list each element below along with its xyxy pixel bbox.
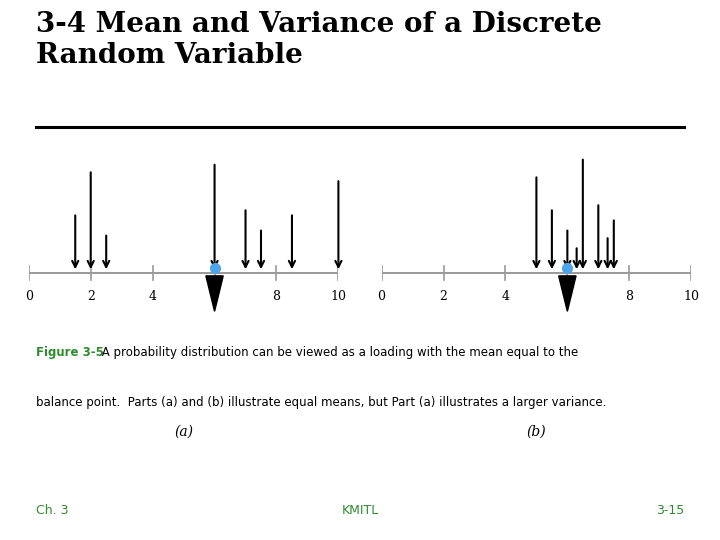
- Text: 8: 8: [625, 290, 634, 303]
- Polygon shape: [206, 276, 223, 312]
- Text: 10: 10: [683, 290, 699, 303]
- Text: 0: 0: [377, 290, 386, 303]
- Text: 4: 4: [148, 290, 157, 303]
- Text: 3-4 Mean and Variance of a Discrete
Random Variable: 3-4 Mean and Variance of a Discrete Rand…: [36, 11, 602, 69]
- Text: 2: 2: [87, 290, 94, 303]
- Text: 4: 4: [501, 290, 510, 303]
- Text: (b): (b): [526, 425, 546, 439]
- Polygon shape: [559, 276, 576, 312]
- Text: Ch. 3: Ch. 3: [36, 504, 68, 517]
- Text: 0: 0: [24, 290, 33, 303]
- Text: 6: 6: [210, 290, 219, 303]
- Text: (a): (a): [174, 425, 193, 439]
- Text: KMITL: KMITL: [341, 504, 379, 517]
- Text: A probability distribution can be viewed as a loading with the mean equal to the: A probability distribution can be viewed…: [98, 346, 578, 359]
- Text: 10: 10: [330, 290, 346, 303]
- Text: balance point.  Parts (a) and (b) illustrate equal means, but Part (a) illustrat: balance point. Parts (a) and (b) illustr…: [36, 396, 606, 409]
- Text: 6: 6: [563, 290, 572, 303]
- Text: Figure 3-5: Figure 3-5: [36, 346, 104, 359]
- Text: 8: 8: [272, 290, 281, 303]
- Text: 3-15: 3-15: [656, 504, 684, 517]
- Text: 2: 2: [440, 290, 447, 303]
